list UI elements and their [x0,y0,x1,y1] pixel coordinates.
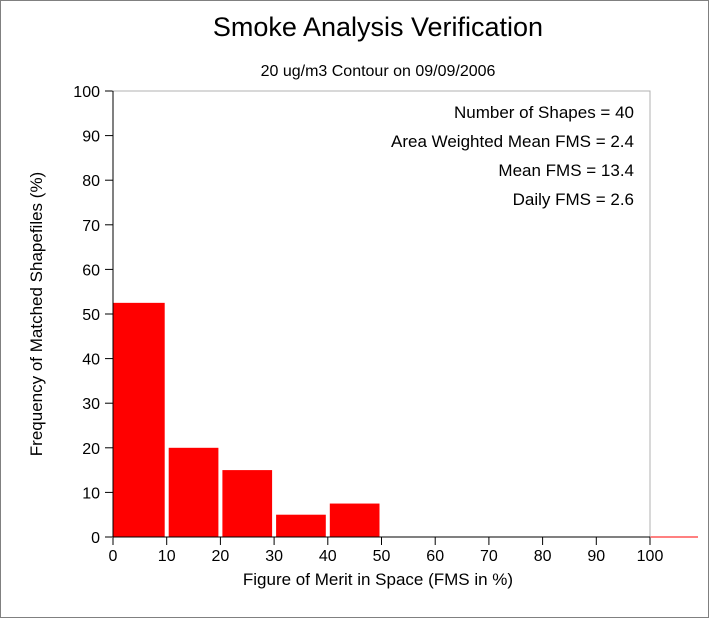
y-tick-label: 50 [82,307,100,324]
stat-line: Daily FMS = 2.6 [513,190,634,209]
y-tick-label: 100 [73,84,100,101]
stat-line: Mean FMS = 13.4 [498,161,634,180]
x-tick-label: 30 [265,548,283,565]
y-tick-label: 60 [82,262,100,279]
y-tick-label: 70 [82,218,100,235]
histogram-bar [113,302,165,537]
x-axis-ticks: 0 10 20 30 40 50 60 70 80 90 100 [109,537,664,565]
x-tick-label: 70 [480,548,498,565]
x-tick-label: 20 [212,548,230,565]
bars-group [113,302,698,538]
stat-line: Area Weighted Mean FMS = 2.4 [391,132,634,151]
chart-subtitle: 20 ug/m3 Contour on 09/09/2006 [261,63,496,80]
chart-title: Smoke Analysis Verification [213,12,543,42]
x-tick-label: 90 [587,548,605,565]
x-axis-label: Figure of Merit in Space (FMS in %) [243,570,513,589]
y-tick-label: 0 [91,530,100,547]
stats-block: Number of Shapes = 40 Area Weighted Mean … [391,103,634,209]
stat-line: Number of Shapes = 40 [454,103,634,122]
x-tick-label: 0 [109,548,118,565]
x-tick-label: 60 [426,548,444,565]
y-axis-ticks: 0 10 20 30 40 50 60 70 80 90 100 [73,84,113,547]
y-tick-label: 10 [82,485,100,502]
x-tick-label: 40 [319,548,337,565]
histogram-bar [222,470,273,537]
histogram-bar [276,514,326,537]
histogram-bar [168,447,219,537]
y-tick-label: 40 [82,352,100,369]
y-tick-label: 80 [82,173,100,190]
x-tick-label: 100 [637,548,664,565]
x-tick-label: 50 [373,548,391,565]
x-tick-label: 10 [158,548,176,565]
y-axis-label: Frequency of Matched Shapefiles (%) [27,172,46,456]
y-tick-label: 90 [82,129,100,146]
histogram-bar [329,503,380,537]
y-tick-label: 20 [82,441,100,458]
y-tick-label: 30 [82,396,100,413]
x-tick-label: 80 [534,548,552,565]
